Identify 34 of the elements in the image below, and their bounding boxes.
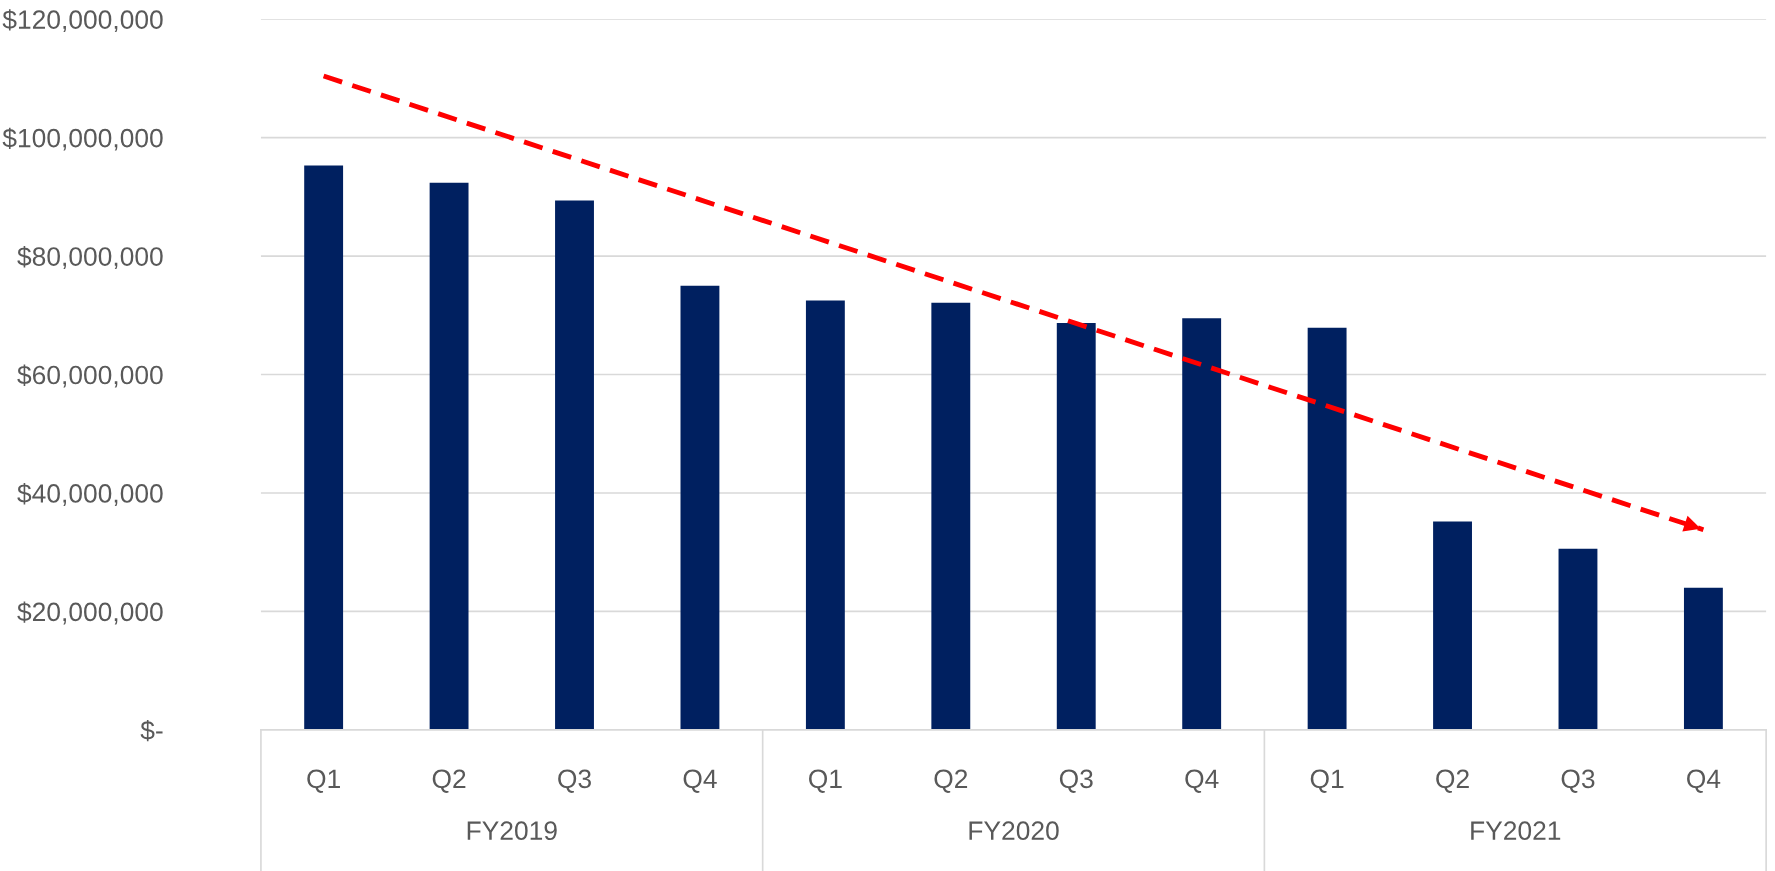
x-tick-label: Q3 (1561, 769, 1595, 793)
x-tick-label: Q2 (934, 769, 968, 793)
bar (1683, 587, 1723, 730)
text: FY2019 (467, 821, 557, 841)
y-tick-label: $100,000,000 (2, 127, 163, 151)
y-tick-label: $- (140, 719, 163, 742)
y-tick-label: $40,000,000 (17, 483, 163, 506)
y-tick-label: $20,000,000 (17, 601, 163, 625)
x-tick-label: Q1 (809, 769, 842, 793)
y-tick-label: $80,000,000 (17, 246, 163, 270)
x-tick-label: Q4 (1687, 769, 1721, 793)
bar (429, 182, 469, 730)
bar (680, 285, 720, 730)
x-tick-label: Q2 (432, 769, 466, 793)
bar (1558, 548, 1598, 730)
x-tick-label: Q3 (558, 769, 591, 793)
x-tick-label: Q4 (683, 769, 717, 793)
y-tick-label: $60,000,000 (17, 364, 163, 388)
bar (555, 200, 594, 730)
x-tick-label: Q2 (1436, 769, 1469, 793)
x-tick-label: Q3 (1059, 769, 1093, 793)
bar (304, 165, 344, 730)
text: FY2020 (969, 821, 1059, 841)
bar (931, 302, 971, 730)
bar (1056, 323, 1096, 730)
bar (1307, 327, 1347, 730)
bar (1433, 521, 1472, 730)
y-tick-label: $120,000,000 (2, 9, 163, 33)
bar (805, 300, 845, 730)
text: FY2021 (1471, 821, 1561, 841)
x-tick-label: Q4 (1185, 769, 1219, 793)
x-tick-label: Q1 (1310, 769, 1344, 793)
bar (1182, 318, 1222, 730)
x-tick-label: Q1 (307, 769, 340, 793)
